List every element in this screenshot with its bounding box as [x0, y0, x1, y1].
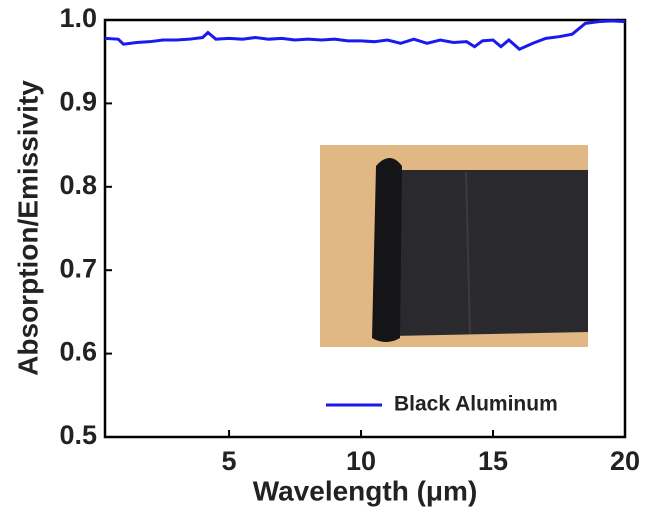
- data-line: [104, 19, 626, 51]
- y-tick-label: 0.6: [59, 337, 97, 367]
- inset-photo: [320, 145, 588, 347]
- plot-frame: [103, 18, 627, 439]
- y-tick-label: 1.0: [59, 3, 97, 33]
- y-tick-label: 0.9: [59, 87, 97, 117]
- legend-label: Black Aluminum: [394, 393, 558, 416]
- x-tick-label: 10: [346, 446, 376, 476]
- y-tick-label: 0.8: [59, 170, 97, 200]
- x-tick-label: 20: [610, 446, 640, 476]
- x-axis-label: Wavelength (μm): [253, 475, 478, 506]
- y-axis-label: Absorption/Emissivity: [12, 80, 43, 376]
- x-tick-label: 15: [478, 446, 508, 476]
- y-tick-label: 0.7: [59, 253, 97, 283]
- x-tick-label: 5: [222, 446, 237, 476]
- y-tick-label: 0.5: [59, 420, 97, 450]
